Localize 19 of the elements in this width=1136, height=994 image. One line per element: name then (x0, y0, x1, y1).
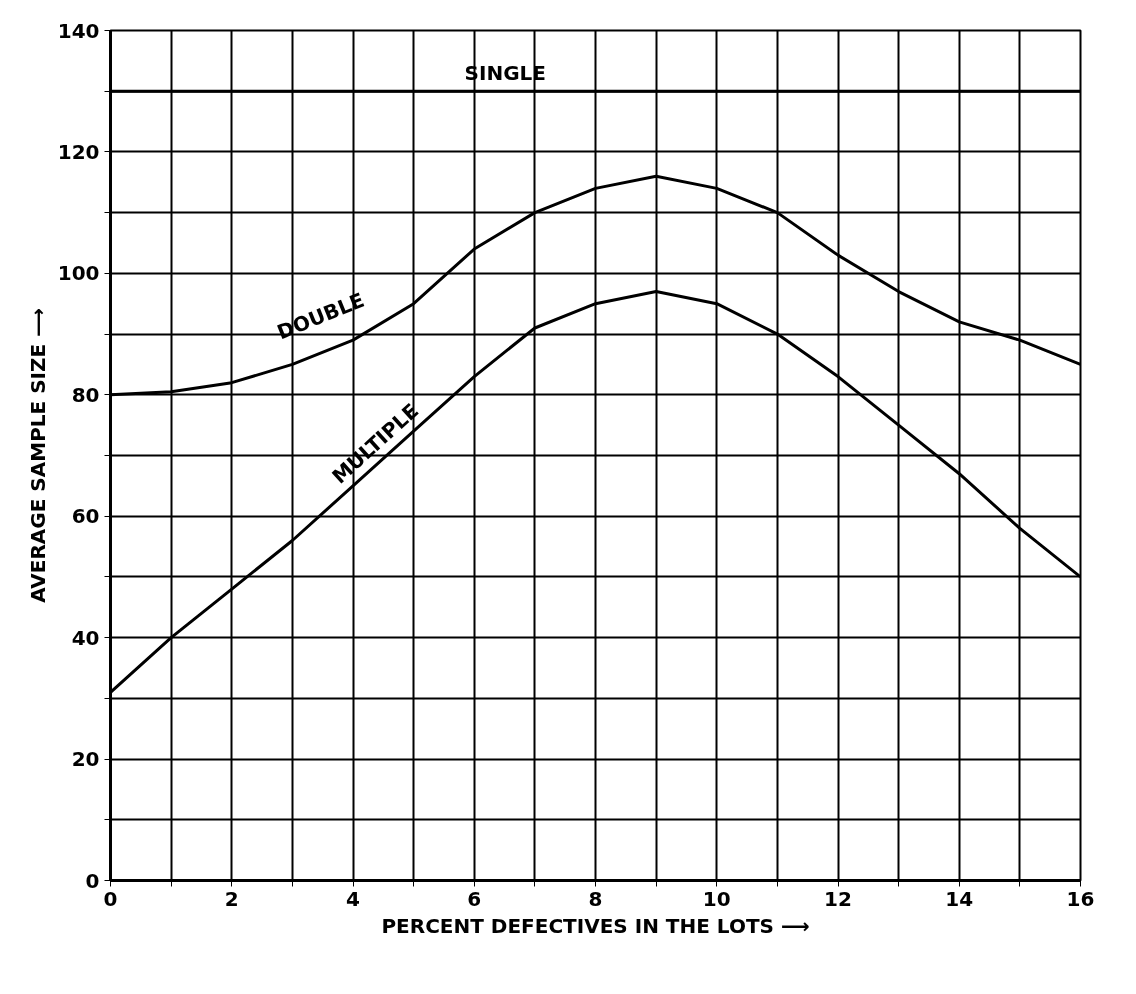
x-axis-title: PERCENT DEFECTIVES IN THE LOTS ⟶ (381, 913, 810, 938)
y-tick-label: 100 (57, 261, 100, 286)
x-tick-label: 16 (1066, 886, 1095, 911)
y-tick-label: 80 (71, 382, 100, 407)
y-tick-label: 0 (85, 868, 100, 893)
y-tick-label: 20 (71, 747, 100, 772)
x-tick-label: 10 (702, 886, 731, 911)
x-tick-label: 6 (467, 886, 482, 911)
x-tick-label: 0 (103, 886, 118, 911)
y-tick-label: 140 (57, 18, 100, 43)
y-tick-label: 40 (71, 625, 100, 650)
x-tick-label: 4 (346, 886, 360, 911)
x-tick-label: 12 (824, 886, 852, 911)
x-tick-label: 14 (945, 886, 974, 911)
y-tick-label: 120 (57, 139, 100, 164)
y-tick-label: 60 (71, 504, 100, 529)
y-axis-title: AVERAGE SAMPLE SIZE ⟶ (25, 308, 50, 603)
x-tick-label: 2 (224, 886, 239, 911)
x-tick-label: 8 (588, 886, 603, 911)
